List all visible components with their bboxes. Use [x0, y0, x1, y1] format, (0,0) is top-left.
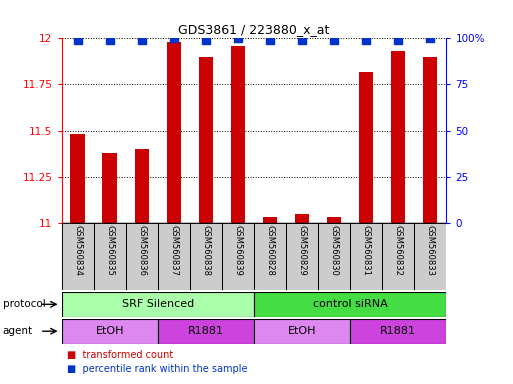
Bar	[350, 223, 382, 290]
Point	[426, 35, 435, 41]
Text: GSM560836: GSM560836	[137, 225, 146, 276]
Bar	[254, 223, 286, 290]
Point	[330, 37, 338, 43]
Text: GSM560839: GSM560839	[233, 225, 243, 276]
Text: EtOH: EtOH	[95, 326, 124, 336]
Bar	[295, 214, 309, 223]
Bar	[254, 292, 446, 317]
Text: protocol: protocol	[3, 299, 45, 310]
Text: GSM560830: GSM560830	[329, 225, 339, 276]
Text: GSM560835: GSM560835	[105, 225, 114, 276]
Point	[266, 37, 274, 43]
Bar	[254, 319, 350, 344]
Bar	[286, 223, 318, 290]
Bar	[359, 71, 373, 223]
Bar	[62, 223, 93, 290]
Text: SRF Silenced: SRF Silenced	[122, 299, 194, 310]
Point	[137, 37, 146, 43]
Point	[234, 35, 242, 41]
Bar	[391, 51, 405, 223]
Text: R1881: R1881	[188, 326, 224, 336]
Point	[106, 37, 114, 43]
Point	[362, 37, 370, 43]
Bar	[231, 46, 245, 223]
Point	[170, 35, 178, 41]
Bar	[93, 223, 126, 290]
Text: ■  percentile rank within the sample: ■ percentile rank within the sample	[67, 364, 247, 374]
Bar	[62, 292, 254, 317]
Bar	[167, 42, 181, 223]
Bar	[126, 223, 158, 290]
Bar	[327, 217, 341, 223]
Bar	[62, 319, 158, 344]
Text: GSM560837: GSM560837	[169, 225, 179, 276]
Text: agent: agent	[3, 326, 33, 336]
Text: GSM560829: GSM560829	[298, 225, 307, 275]
Text: GSM560833: GSM560833	[426, 225, 435, 276]
Bar	[415, 223, 446, 290]
Text: R1881: R1881	[380, 326, 416, 336]
Text: EtOH: EtOH	[288, 326, 317, 336]
Text: GSM560831: GSM560831	[362, 225, 371, 276]
Text: control siRNA: control siRNA	[313, 299, 387, 310]
Bar	[158, 223, 190, 290]
Bar	[158, 319, 254, 344]
Point	[73, 37, 82, 43]
Bar	[190, 223, 222, 290]
Bar	[318, 223, 350, 290]
Point	[202, 37, 210, 43]
Bar	[134, 149, 149, 223]
Bar	[382, 223, 415, 290]
Text: GSM560828: GSM560828	[265, 225, 274, 276]
Point	[298, 37, 306, 43]
Bar	[423, 57, 438, 223]
Bar	[199, 57, 213, 223]
Bar	[222, 223, 254, 290]
Bar	[70, 134, 85, 223]
Text: GSM560838: GSM560838	[201, 225, 210, 276]
Bar	[350, 319, 446, 344]
Title: GDS3861 / 223880_x_at: GDS3861 / 223880_x_at	[178, 23, 330, 36]
Text: ■  transformed count: ■ transformed count	[67, 350, 173, 360]
Bar	[103, 153, 117, 223]
Point	[394, 37, 402, 43]
Text: GSM560832: GSM560832	[393, 225, 403, 276]
Text: GSM560834: GSM560834	[73, 225, 82, 276]
Bar	[263, 217, 277, 223]
